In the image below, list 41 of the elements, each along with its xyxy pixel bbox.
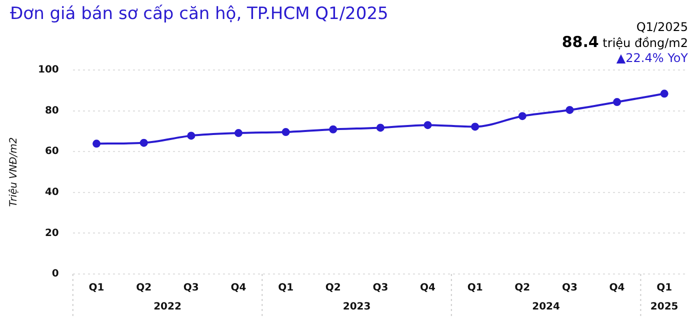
text: 88.4 triệu đồng/m2 <box>562 33 688 51</box>
x-tick-label: Q1 <box>467 282 483 294</box>
text: ▲22.4% YoY <box>615 51 688 66</box>
y-tick-label: 40 <box>44 186 59 198</box>
point <box>471 122 480 131</box>
x-tick-label: Q1 <box>656 282 672 294</box>
y-axis-title: Triệu VNĐ/m2 <box>8 137 20 207</box>
x-tick-label: Q1 <box>278 282 294 294</box>
point <box>566 106 574 114</box>
text: 2023 <box>342 302 371 313</box>
text: 2022 <box>154 302 182 313</box>
y-tick-label: 20 <box>44 228 59 239</box>
point <box>282 128 290 136</box>
point <box>92 140 101 148</box>
y-tick-label: 0 <box>52 268 59 280</box>
point <box>234 129 242 138</box>
x-tick-label: Q4 <box>230 282 246 294</box>
text: 2024 <box>532 302 560 313</box>
x-tick-label: Q3 <box>562 282 578 294</box>
point <box>518 112 526 120</box>
x-tick-label: Q4 <box>609 282 625 294</box>
x-tick-label: Q2 <box>325 282 341 294</box>
y-tick-label: 80 <box>44 105 59 116</box>
point <box>187 132 196 140</box>
point <box>660 90 668 98</box>
text: Q1/2025 <box>636 20 688 34</box>
x-tick-label: Q4 <box>420 282 436 294</box>
x-tick-label: Q2 <box>136 282 152 294</box>
point <box>613 98 622 106</box>
x-tick-label: Q3 <box>372 282 388 294</box>
y-tick-label: 100 <box>38 64 59 76</box>
x-tick-label: Q3 <box>183 282 199 294</box>
x-tick-label: Q2 <box>514 282 530 294</box>
x-tick-label: Q1 <box>88 282 104 294</box>
point <box>329 125 338 134</box>
point <box>424 121 432 130</box>
y-tick-label: 60 <box>44 146 59 158</box>
point <box>140 138 148 147</box>
point <box>376 124 384 132</box>
text: 2025 <box>650 302 678 313</box>
chart-title: Đơn giá bán sơ cấp căn hộ, TP.HCM Q1/2025 <box>10 4 388 24</box>
